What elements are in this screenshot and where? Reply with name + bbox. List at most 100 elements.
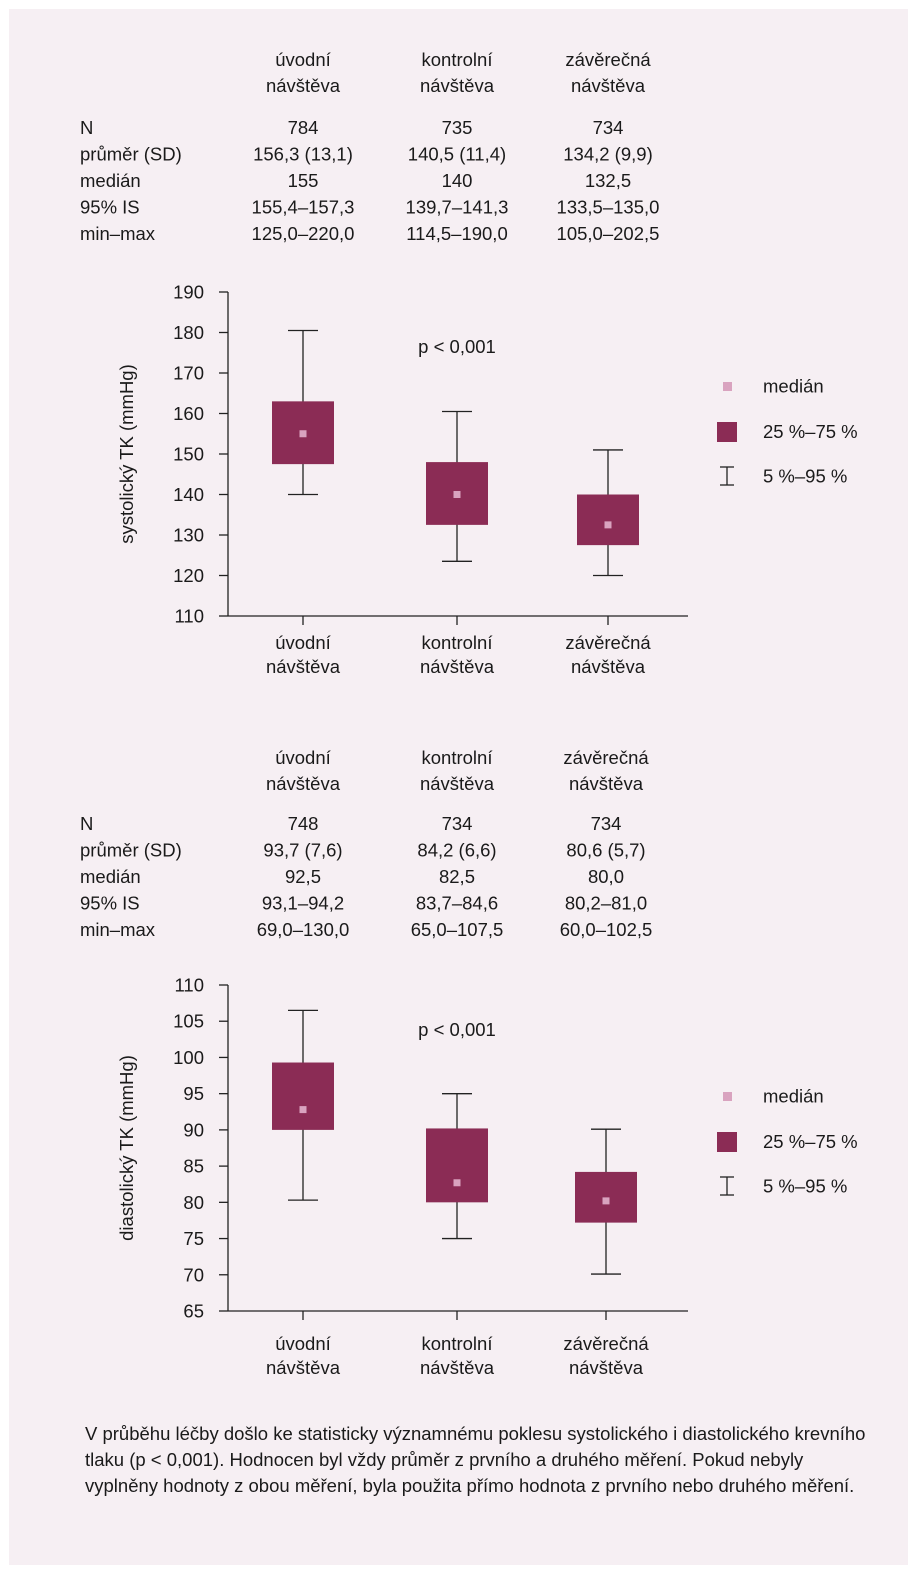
chart2-stats-cell: 84,2 (6,6) xyxy=(417,840,496,861)
chart2-x-category-label-2: návštěva xyxy=(420,1357,495,1378)
chart1-stats-cell: 734 xyxy=(593,117,624,138)
chart1-stats-cell: 114,5–190,0 xyxy=(406,223,508,244)
chart1-stats-cell: 156,3 (13,1) xyxy=(253,144,353,165)
chart1-stats-row-label: průměr (SD) xyxy=(80,144,182,165)
figure-panel xyxy=(9,9,908,1565)
chart2-legend-median-label: medián xyxy=(763,1086,824,1107)
chart2-median-marker-2 xyxy=(453,1179,461,1187)
figure-caption: V průběhu léčby došlo ke statisticky výz… xyxy=(85,1423,866,1496)
chart2-iqr-box-3 xyxy=(575,1171,637,1223)
chart1-stats-cell: 125,0–220,0 xyxy=(252,223,355,244)
chart2-table-header-3: závěrečná xyxy=(563,747,649,768)
chart2-table-header-1: návštěva xyxy=(266,773,341,794)
chart1-stats-row-label: N xyxy=(80,117,93,138)
chart1-stats-cell: 134,2 (9,9) xyxy=(563,144,652,165)
chart1-stats-cell: 132,5 xyxy=(585,170,631,191)
chart1-y-tick-label: 120 xyxy=(173,565,204,586)
chart2-stats-cell: 80,6 (5,7) xyxy=(566,840,645,861)
chart1-table-header-2: kontrolní xyxy=(422,49,494,70)
chart1-stats-cell: 105,0–202,5 xyxy=(557,223,660,244)
chart2-stats-cell: 734 xyxy=(591,813,622,834)
chart1-y-tick-label: 130 xyxy=(173,525,204,546)
chart2-iqr-box-1 xyxy=(272,1062,334,1130)
chart2-stats-row-label: min–max xyxy=(80,919,156,940)
chart2-y-tick-label: 70 xyxy=(183,1264,204,1285)
chart1-y-tick-label: 180 xyxy=(173,322,204,343)
chart1-stats-row-label: medián xyxy=(80,170,141,191)
chart1-stats-cell: 140 xyxy=(442,170,473,191)
chart1-table-header-2: návštěva xyxy=(420,75,495,96)
chart2-legend-iqr-label: 25 %–75 % xyxy=(763,1131,858,1152)
chart1-stats-cell: 155,4–157,3 xyxy=(252,197,355,218)
chart2-table-header-1: úvodní xyxy=(275,747,331,768)
chart1-x-category-label-1: návštěva xyxy=(266,656,341,677)
chart1-legend-iqr-swatch xyxy=(717,422,737,442)
chart2-legend-median-swatch xyxy=(723,1092,732,1101)
chart1-x-category-label-2: kontrolní xyxy=(422,632,494,653)
chart2-table-header-3: návštěva xyxy=(569,773,644,794)
chart1-median-marker-3 xyxy=(604,521,612,529)
chart2-stats-cell: 80,2–81,0 xyxy=(565,893,647,914)
chart2-y-tick-label: 80 xyxy=(183,1192,204,1213)
chart2-stats-cell: 93,1–94,2 xyxy=(262,893,344,914)
chart1-stats-row-label: min–max xyxy=(80,223,156,244)
chart1-y-tick-label: 140 xyxy=(173,484,204,505)
chart2-stats-cell: 82,5 xyxy=(439,866,475,887)
chart1-iqr-box-3 xyxy=(577,494,639,546)
chart1-y-tick-label: 190 xyxy=(173,282,204,303)
chart2-p-value-annotation: p < 0,001 xyxy=(418,1019,496,1040)
chart1-table-header-1: návštěva xyxy=(266,75,341,96)
chart1-stats-row-label: 95% IS xyxy=(80,197,140,218)
chart2-stats-cell: 60,0–102,5 xyxy=(560,919,653,940)
chart1-table-header-3: návštěva xyxy=(571,75,646,96)
chart2-stats-cell: 734 xyxy=(442,813,473,834)
chart2-y-tick-label: 65 xyxy=(183,1301,204,1322)
chart2-stats-row-label: medián xyxy=(80,866,141,887)
chart2-table-header-2: návštěva xyxy=(420,773,495,794)
chart1-y-tick-label: 160 xyxy=(173,403,204,424)
chart1-legend-median-swatch xyxy=(723,382,732,391)
chart2-stats-row-label: N xyxy=(80,813,93,834)
chart2-x-category-label-1: úvodní xyxy=(275,1333,331,1354)
chart2-x-category-label-2: kontrolní xyxy=(422,1333,494,1354)
chart2-stats-cell: 748 xyxy=(288,813,319,834)
chart2-stats-cell: 92,5 xyxy=(285,866,321,887)
chart2-y-tick-label: 100 xyxy=(173,1047,204,1068)
chart2-iqr-box-2 xyxy=(426,1128,488,1203)
chart1-x-category-label-1: úvodní xyxy=(275,632,331,653)
chart1-stats-cell: 133,5–135,0 xyxy=(557,197,660,218)
chart1-stats-cell: 735 xyxy=(442,117,473,138)
chart2-y-tick-label: 75 xyxy=(183,1228,204,1249)
chart2-stats-cell: 93,7 (7,6) xyxy=(263,840,342,861)
chart2-y-tick-label: 90 xyxy=(183,1119,204,1140)
chart2-stats-cell: 69,0–130,0 xyxy=(257,919,350,940)
chart1-y-tick-label: 170 xyxy=(173,363,204,384)
chart1-y-axis-label: systolický TK (mmHg) xyxy=(116,364,137,544)
chart1-y-tick-label: 110 xyxy=(175,606,205,627)
chart2-y-tick-label: 110 xyxy=(175,975,205,996)
chart2-y-tick-label: 95 xyxy=(183,1083,204,1104)
chart1-table-header-1: úvodní xyxy=(275,49,331,70)
chart1-x-category-label-2: návštěva xyxy=(420,656,495,677)
chart2-stats-cell: 80,0 xyxy=(588,866,624,887)
chart1-stats-cell: 155 xyxy=(288,170,319,191)
chart2-stats-row-label: průměr (SD) xyxy=(80,840,182,861)
chart2-x-category-label-3: návštěva xyxy=(569,1357,644,1378)
chart1-p-value-annotation: p < 0,001 xyxy=(418,336,496,357)
chart2-stats-row-label: 95% IS xyxy=(80,893,140,914)
chart2-x-category-label-3: závěrečná xyxy=(563,1333,649,1354)
chart2-x-category-label-1: návštěva xyxy=(266,1357,341,1378)
chart1-table-header-3: závěrečná xyxy=(565,49,651,70)
chart1-median-marker-1 xyxy=(299,430,307,438)
chart2-legend-iqr-swatch xyxy=(717,1132,737,1152)
chart2-y-axis-label: diastolický TK (mmHg) xyxy=(116,1055,137,1241)
chart2-y-tick-label: 105 xyxy=(173,1011,204,1032)
chart1-x-category-label-3: závěrečná xyxy=(565,632,651,653)
chart2-median-marker-1 xyxy=(299,1106,307,1114)
chart1-legend-median-label: medián xyxy=(763,376,824,397)
chart2-y-tick-label: 85 xyxy=(183,1156,204,1177)
chart2-table-header-2: kontrolní xyxy=(422,747,494,768)
chart1-stats-cell: 139,7–141,3 xyxy=(406,197,509,218)
chart2-legend-whisker-label: 5 %–95 % xyxy=(763,1176,847,1197)
